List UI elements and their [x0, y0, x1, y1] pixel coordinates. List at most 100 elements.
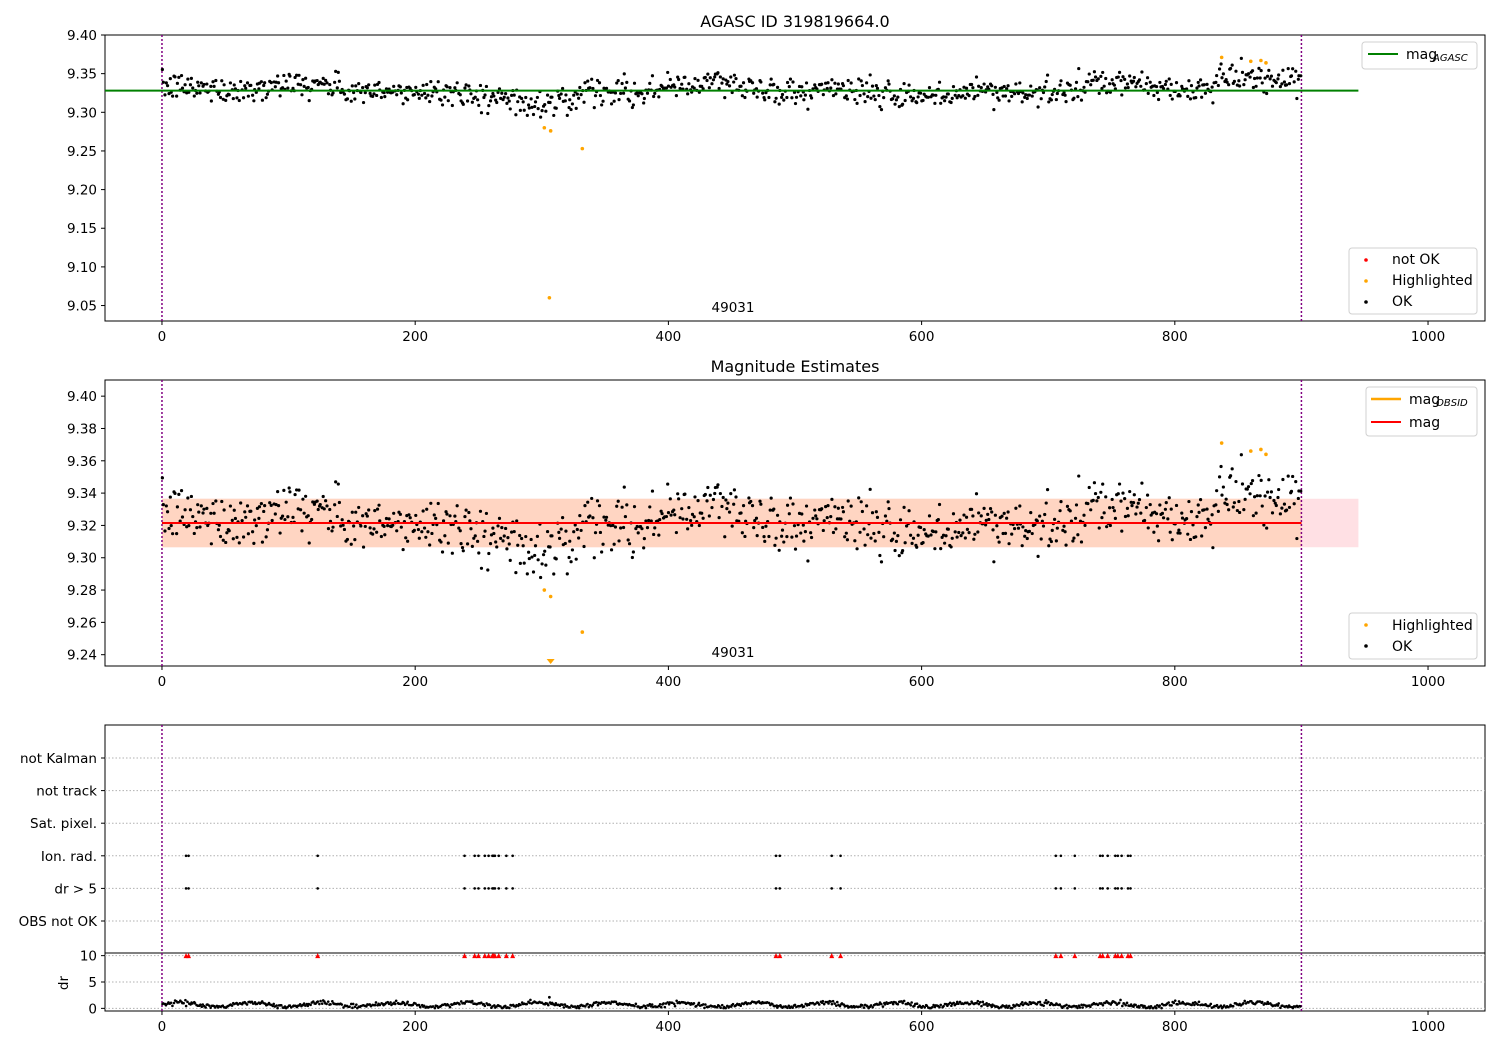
- mag-ok-point: [1126, 514, 1130, 518]
- agasc-plot-area: 0 200 400 600 800 10009.059.109.159.209.259.3…: [67, 28, 1486, 345]
- mag-ok-point: [455, 504, 459, 508]
- mag-ok-point: [496, 524, 500, 528]
- dr-point: [302, 1002, 306, 1005]
- mag-ok-point: [602, 515, 606, 519]
- agasc-highlighted-point: [542, 125, 547, 130]
- flag-point: [483, 854, 487, 858]
- agasc-ok-point: [263, 81, 267, 85]
- agasc-ok-point: [916, 95, 920, 99]
- agasc-ok-point: [453, 86, 457, 90]
- dr-point: [1222, 1004, 1226, 1007]
- mag-ok-point: [612, 542, 616, 546]
- mag-ok-point: [1289, 489, 1294, 493]
- agasc-ok-point: [1197, 84, 1201, 88]
- legend-highlighted: Highlighted: [1392, 273, 1473, 289]
- dr-clipped-marker: [1053, 953, 1059, 959]
- agasc-ok-point: [862, 92, 866, 96]
- dr-point: [403, 1003, 407, 1007]
- mag-ok-point: [918, 525, 923, 530]
- mag-ok-point: [754, 516, 759, 520]
- mag-ok-point: [240, 519, 244, 523]
- agasc-ok-point: [680, 82, 684, 86]
- mag-ok-point: [863, 543, 867, 547]
- agasc-ok-point: [1100, 86, 1104, 91]
- agasc-ok-point: [673, 85, 677, 89]
- mag-ok-point: [1188, 537, 1193, 542]
- agasc-ok-point: [569, 107, 573, 112]
- flag-point: [184, 887, 188, 890]
- mag-ok-point: [1119, 499, 1123, 503]
- mag-ok-point: [680, 507, 684, 511]
- mag-ok-point: [337, 500, 341, 505]
- mag-ok-point: [345, 537, 350, 542]
- dr-point: [879, 1002, 883, 1006]
- mag-ok-point: [961, 531, 965, 535]
- mag-ok-point: [1047, 544, 1051, 548]
- agasc-ok-point: [996, 96, 1000, 100]
- mag-ok-point: [399, 525, 403, 529]
- mag-ok-point: [384, 516, 389, 521]
- agasc-ok-point: [455, 81, 459, 85]
- mag-ok-point: [839, 517, 843, 521]
- agasc-ok-point: [632, 81, 637, 85]
- mag-offscale-marker: [546, 659, 555, 664]
- legend-ok: OK: [1392, 294, 1413, 310]
- mag-ok-point: [578, 514, 582, 518]
- agasc-ok-point: [1295, 96, 1299, 101]
- agasc-ok-point: [262, 83, 266, 88]
- agasc-ok-point: [775, 85, 780, 89]
- mag-ok-point: [915, 545, 919, 549]
- dr-point: [614, 1000, 618, 1004]
- dr-point: [976, 999, 980, 1003]
- mag-ok-point: [195, 525, 199, 530]
- agasc-ok-point: [296, 82, 300, 86]
- dr-point: [568, 1006, 572, 1009]
- dr-point: [1176, 1003, 1179, 1006]
- agasc-ok-point: [1123, 86, 1128, 90]
- agasc-ok-point: [209, 84, 213, 88]
- agasc-ok-point: [811, 87, 815, 91]
- agasc-ok-point: [1104, 76, 1108, 81]
- dr-point: [422, 1004, 426, 1008]
- dr-point: [862, 1006, 866, 1009]
- agasc-ok-point: [315, 78, 319, 83]
- mag-ok-point: [512, 529, 516, 534]
- mag-ok-point: [730, 524, 734, 528]
- mag-ok-point: [440, 550, 445, 554]
- mag-ok-point: [1299, 489, 1303, 493]
- agasc-ok-point: [510, 93, 514, 97]
- mag-ok-point: [649, 519, 653, 523]
- agasc-ok-point: [622, 72, 626, 76]
- mag-ok-point: [790, 535, 794, 539]
- mag-ok-point: [322, 507, 326, 511]
- mag-ok-point: [921, 541, 925, 545]
- agasc-ok-point: [228, 81, 233, 85]
- dr-point: [204, 1006, 207, 1009]
- mag-ok-point: [1214, 503, 1218, 507]
- mag-ok-point: [1252, 495, 1257, 499]
- agasc-ok-point: [235, 96, 239, 100]
- mag-ok-point: [469, 527, 473, 531]
- agasc-ok-point: [903, 98, 907, 103]
- agasc-ok-point: [484, 84, 489, 89]
- mag-ok-point: [1001, 531, 1005, 536]
- mag-ok-point: [1063, 530, 1067, 534]
- agasc-ok-point: [1121, 75, 1125, 79]
- dr-clipped-marker: [186, 953, 192, 959]
- mag-ok-point: [492, 531, 496, 536]
- mag-ok-point: [1000, 514, 1004, 518]
- mag-ok-point: [701, 516, 705, 520]
- agasc-ok-point: [269, 81, 273, 85]
- mag-ok-point: [212, 511, 216, 515]
- dr-point: [817, 1003, 821, 1006]
- agasc-ok-point: [620, 81, 624, 86]
- agasc-ok-point: [909, 95, 913, 99]
- dr-point: [724, 1006, 727, 1010]
- mag-ok-point: [1267, 478, 1271, 482]
- mag-ok-point: [306, 514, 310, 518]
- mag-ok-point: [1270, 511, 1275, 515]
- mag-ok-point: [1274, 503, 1278, 508]
- flag-point: [473, 854, 476, 858]
- mag-ok-point: [979, 514, 983, 518]
- agasc-ok-point: [962, 85, 966, 89]
